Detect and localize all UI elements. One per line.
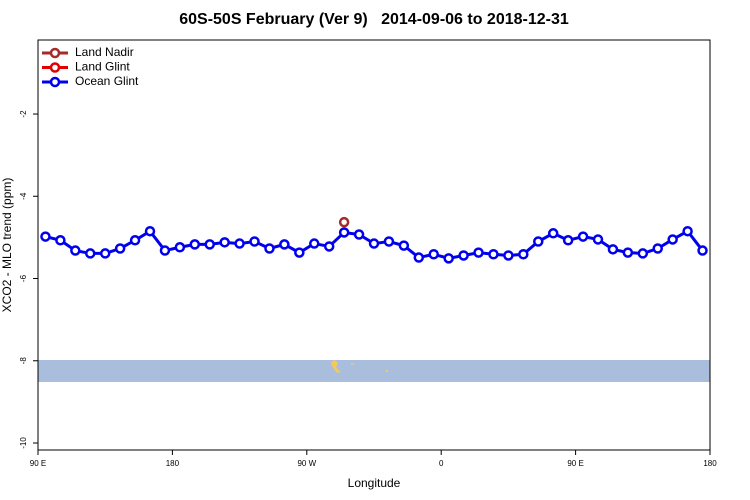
data-point [99,248,111,259]
y-tick-label: -8 [19,357,28,365]
land-shape [351,363,354,365]
data-point [279,239,290,250]
land-shape [386,370,388,372]
legend-marker [49,76,61,88]
data-point [294,247,305,258]
data-point [353,229,365,240]
data-point [234,238,245,249]
y-tick-label: -4 [19,192,28,200]
legend-marker [49,62,61,73]
data-point [667,234,678,245]
chart-title: 60S-50S February (Ver 9) 2014-09-06 to 2… [179,11,569,28]
data-point [562,235,574,246]
data-point [577,231,589,242]
legend-marker [49,47,61,59]
data-point [398,240,410,251]
data-point [323,241,335,252]
data-point [338,227,350,238]
data-point [443,253,454,264]
data-point [697,245,708,256]
data-point [607,244,619,255]
data-point [174,242,186,253]
legend-label: Ocean Glint [75,74,139,88]
legend-label: Land Nadir [75,45,134,59]
data-point [413,252,425,263]
data-point [159,245,171,256]
data-point [219,237,230,248]
y-axis-label: XCO2 - MLO trend (ppm) [0,178,14,313]
data-point [114,243,126,254]
x-tick-label: 90 W [297,459,316,468]
data-point [85,248,96,259]
legend-label: Land Glint [75,60,130,74]
data-point [129,235,141,246]
data-point [503,250,514,261]
data-point [204,239,215,250]
data-point [249,236,260,247]
data-point [518,249,529,260]
map-band [38,360,710,382]
y-tick-label: -6 [19,274,28,282]
x-tick-label: 180 [703,459,717,468]
x-tick-label: 180 [166,459,180,468]
data-point [309,238,320,249]
data-point [338,216,350,228]
x-tick-label: 90 E [567,459,583,468]
data-point [264,243,275,254]
data-point [637,248,649,259]
data-point [488,249,499,260]
y-tick-label: -10 [19,437,28,449]
data-point [547,228,559,239]
data-point [652,243,663,254]
data-point [189,239,201,250]
data-point [682,225,693,237]
data-point [592,234,604,245]
data-point [70,245,81,256]
data-point [622,247,634,258]
plot-frame [37,39,711,451]
data-point [40,231,51,242]
data-point [458,250,469,261]
land-shape [331,360,341,373]
data-point [144,225,156,237]
data-point [473,247,484,258]
x-tick-label: 0 [439,459,444,468]
data-point [428,249,439,260]
data-point [368,238,380,249]
x-tick-label: 90 E [30,459,46,468]
y-tick-label: -2 [19,110,28,118]
data-point [533,236,544,247]
x-axis-label: Longitude [348,476,401,490]
data-point [55,235,66,246]
data-point [383,236,395,247]
